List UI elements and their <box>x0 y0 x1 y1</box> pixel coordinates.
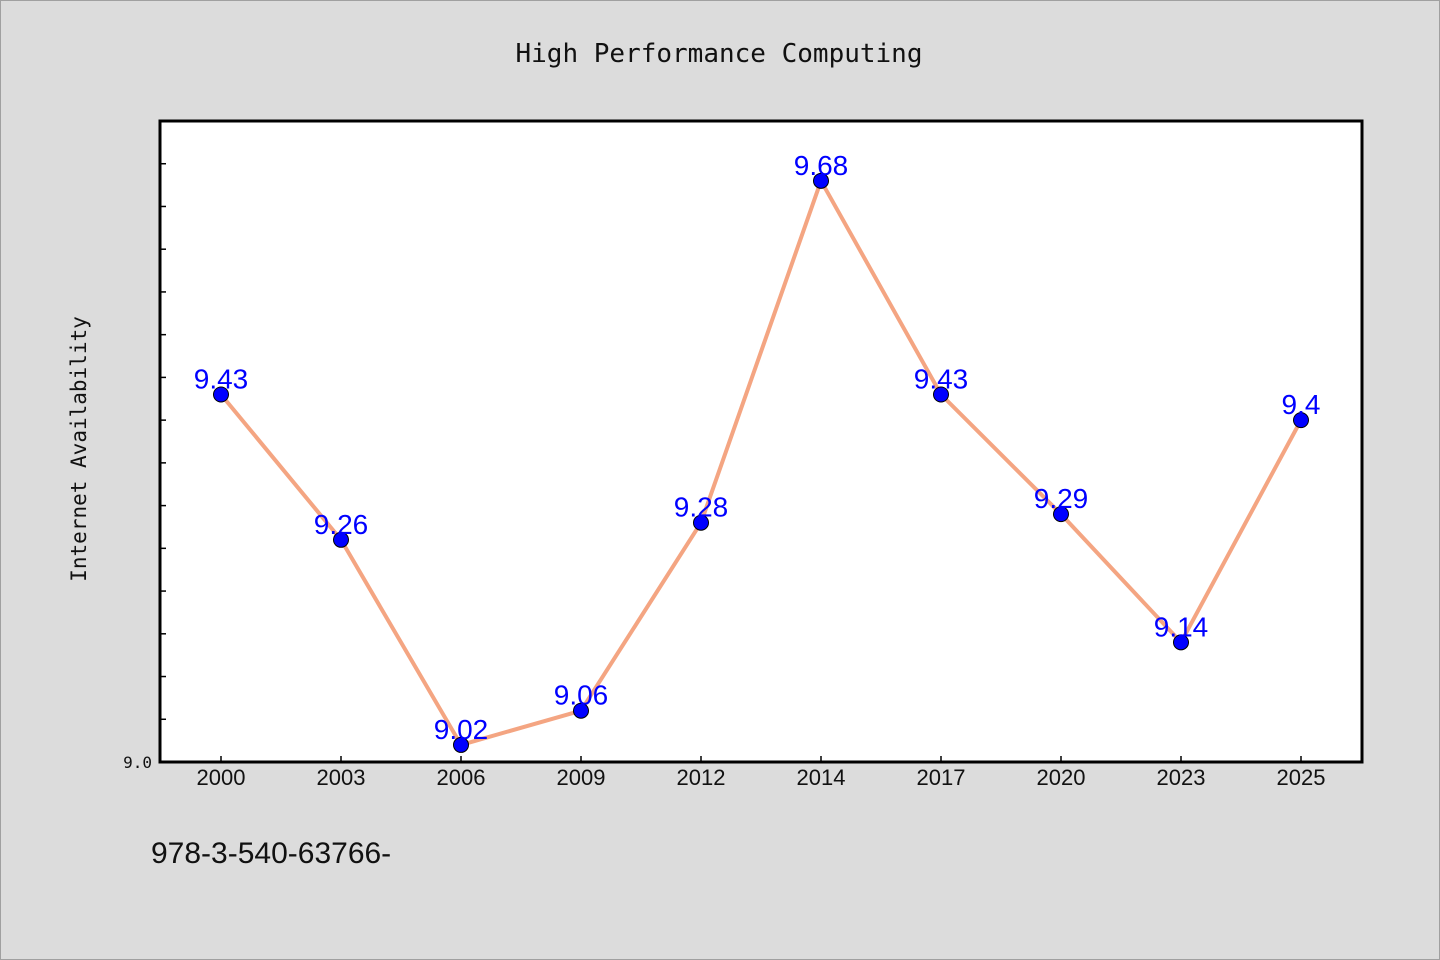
x-tick-label: 2012 <box>677 765 726 790</box>
x-tick-label: 2014 <box>797 765 846 790</box>
x-tick-label: 2009 <box>557 765 606 790</box>
x-tick-label: 2023 <box>1157 765 1206 790</box>
data-point <box>933 386 949 403</box>
data-label: 9.06 <box>554 680 609 711</box>
data-label: 9.26 <box>314 509 369 540</box>
y-axis-label: Internet Availability <box>67 316 91 582</box>
data-markers <box>213 172 1309 753</box>
y-axis-ticks: 9.0 <box>123 120 166 772</box>
x-tick-label: 2025 <box>1277 765 1326 790</box>
data-point <box>1173 634 1189 651</box>
data-label: 9.14 <box>1154 611 1209 642</box>
data-label: 9.28 <box>674 492 729 523</box>
data-point <box>693 514 709 531</box>
data-label: 9.68 <box>794 150 849 181</box>
data-point <box>333 531 349 548</box>
plot-area <box>158 119 1364 764</box>
data-point <box>1053 506 1069 523</box>
x-tick-label: 2017 <box>917 765 966 790</box>
data-point <box>453 736 469 753</box>
x-tick-label: 2006 <box>437 765 486 790</box>
data-point <box>573 702 589 719</box>
data-label: 9.02 <box>434 714 489 745</box>
data-label: 9.43 <box>914 363 969 394</box>
data-labels: 9.43 9.26 9.02 9.06 9.28 9.68 9.43 9.29 9.14 9.4 <box>194 150 1321 745</box>
footer-isbn-text: 978-3-540-63766- <box>151 837 391 870</box>
data-label: 9.4 <box>1282 389 1321 420</box>
data-point <box>1293 412 1309 429</box>
y-tick-label: 9.0 <box>123 753 152 772</box>
data-point <box>213 386 229 403</box>
series-line-group <box>219 178 1303 747</box>
data-point <box>813 172 829 189</box>
x-axis-ticks: 2000 2003 2006 2009 2012 2014 2017 2020 2023 2025 <box>197 756 1326 790</box>
data-label: 9.29 <box>1034 483 1089 514</box>
x-tick-label: 2020 <box>1037 765 1086 790</box>
x-tick-label: 2003 <box>317 765 366 790</box>
x-tick-label: 2000 <box>197 765 246 790</box>
data-label: 9.43 <box>194 363 249 394</box>
series-line <box>219 178 1303 747</box>
chart-title: High Performance Computing <box>516 39 923 69</box>
